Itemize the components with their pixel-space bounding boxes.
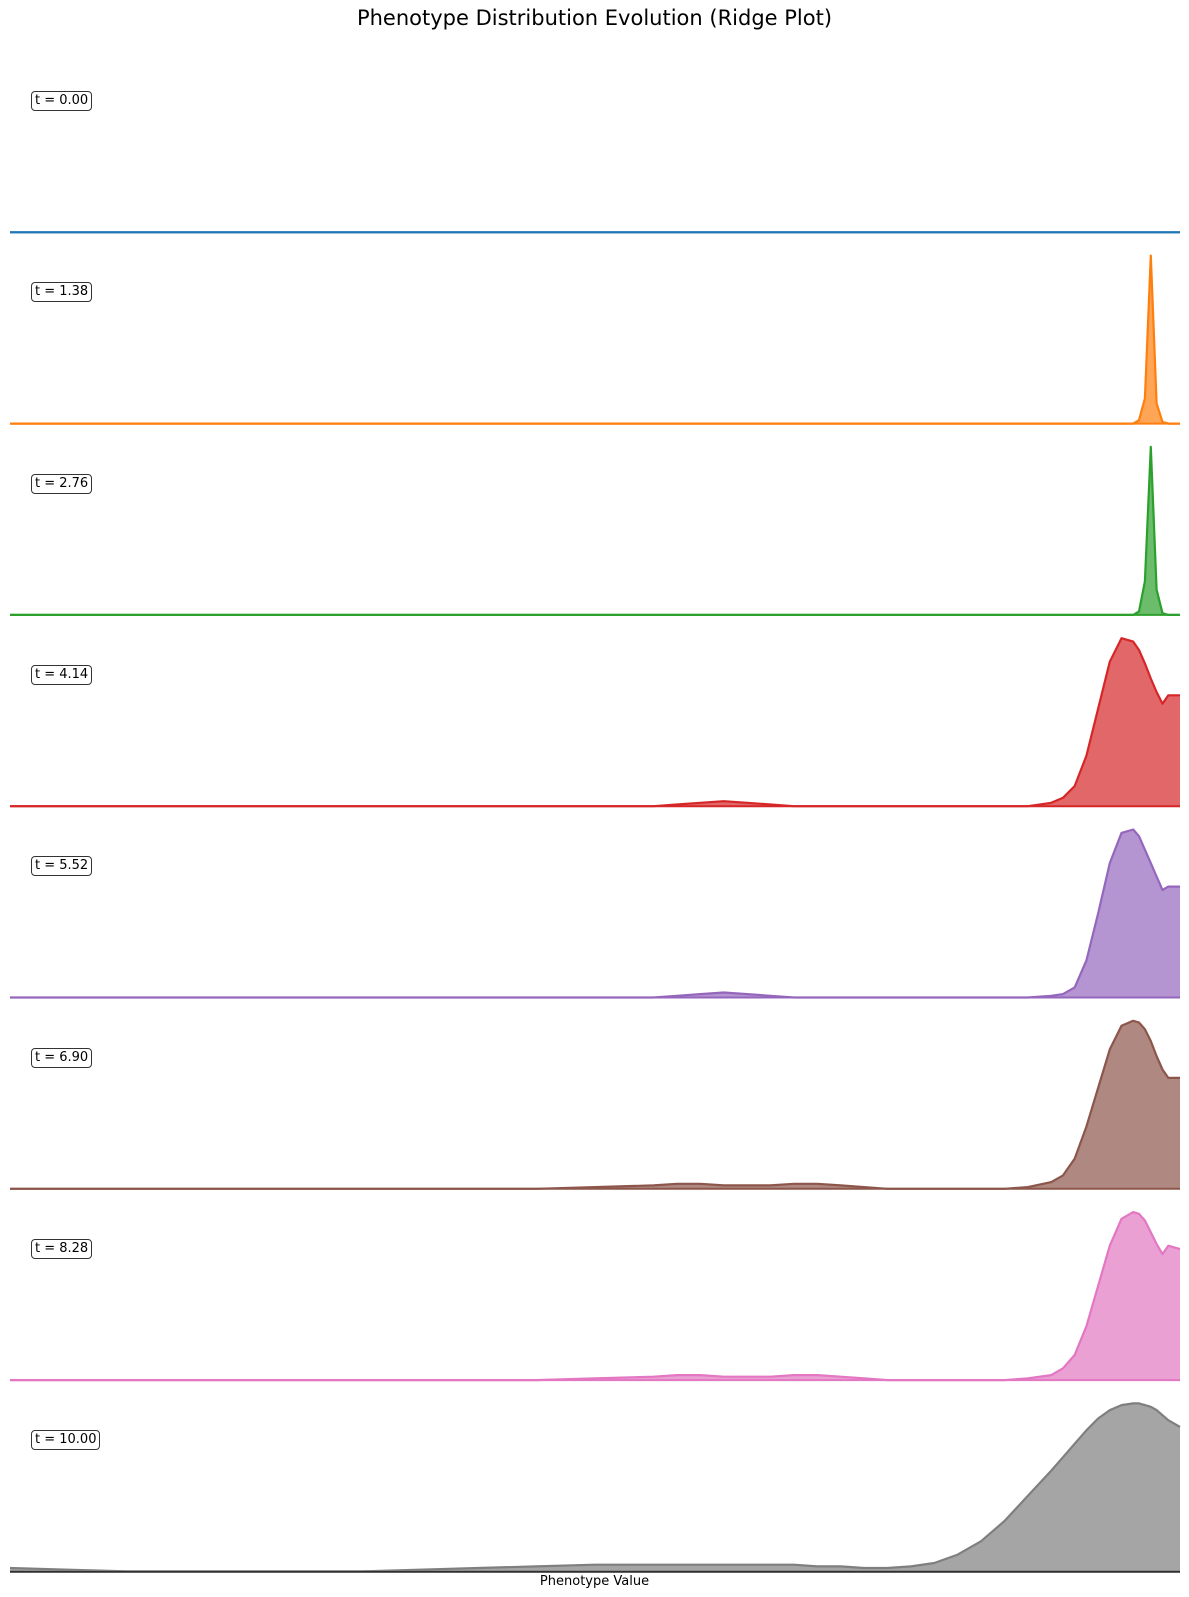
series-label-1: t = 1.38 — [31, 282, 93, 303]
ridge-series-1 — [10, 254, 1180, 425]
series-label-4: t = 5.52 — [31, 856, 93, 877]
series-label-5: t = 6.90 — [31, 1047, 93, 1068]
ridge-area-1 — [10, 255, 1180, 424]
series-label-0: t = 0.00 — [31, 91, 93, 111]
ridge-line-2 — [10, 445, 1180, 616]
chart-title: Phenotype Distribution Evolution (Ridge … — [356, 6, 833, 30]
ridge-area-5 — [10, 1020, 1180, 1189]
ridge-area-4 — [10, 829, 1180, 998]
ridge-area-6 — [10, 1212, 1180, 1381]
ridge-series-7 — [9, 1402, 1181, 1573]
ridge-area-7 — [10, 1403, 1180, 1572]
ridge-area-2 — [10, 446, 1180, 615]
x-axis-label: Phenotype Value — [539, 1574, 650, 1589]
ridge-line-5 — [10, 1019, 1180, 1190]
series-label-6: t = 8.28 — [31, 1238, 93, 1259]
ridge-area-3 — [10, 638, 1180, 807]
ridge-series-2 — [10, 445, 1180, 616]
series-label-2: t = 2.76 — [31, 473, 93, 494]
series-label-7: t = 10.00 — [31, 1430, 101, 1451]
ridge-line-3 — [10, 637, 1180, 808]
ridge-line-4 — [10, 828, 1180, 999]
ridge-series-4 — [10, 828, 1180, 999]
series-label-3: t = 4.14 — [31, 664, 93, 685]
ridge-series-3 — [10, 637, 1180, 808]
ridge-series-6 — [10, 1211, 1181, 1382]
ridge-line-6 — [10, 1211, 1181, 1382]
ridge-series-5 — [10, 1019, 1180, 1190]
ridge-line-7 — [9, 1402, 1181, 1573]
ridge-line-1 — [10, 254, 1180, 425]
